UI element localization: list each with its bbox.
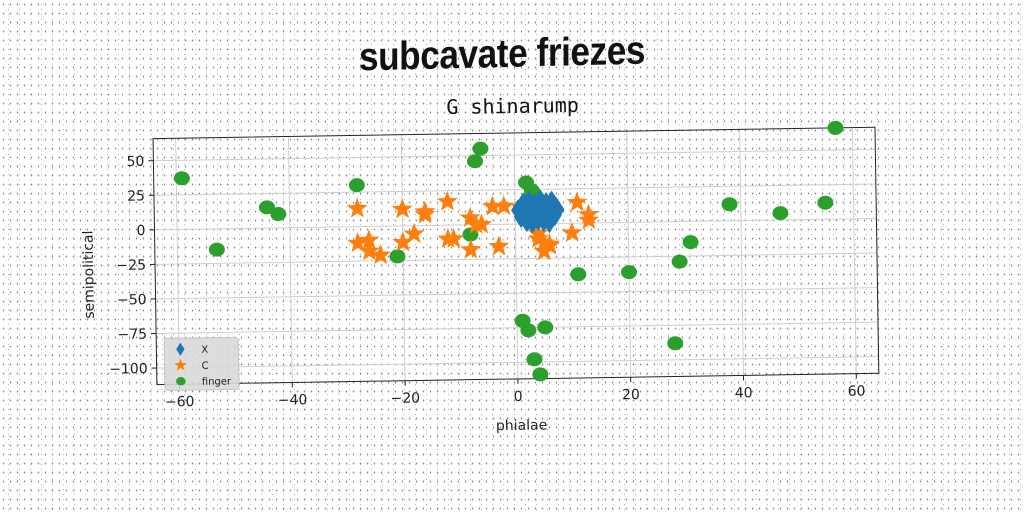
point-finger — [537, 320, 554, 335]
point-c — [482, 195, 504, 216]
point-finger — [389, 249, 406, 264]
x-gridline — [626, 131, 632, 378]
point-c — [391, 198, 413, 219]
point-finger — [462, 227, 479, 242]
x-tick-label: 20 — [622, 387, 640, 403]
legend-marker-finger — [176, 377, 186, 386]
point-finger — [258, 200, 275, 215]
gridlines — [153, 127, 879, 385]
point-finger — [520, 323, 537, 338]
y-gridline — [155, 252, 877, 265]
point-finger — [348, 178, 365, 193]
y-gridline — [156, 356, 879, 369]
point-c — [443, 227, 465, 248]
y-gridline — [155, 287, 878, 300]
y-gridline — [153, 148, 876, 162]
x-tick-label: 0 — [514, 389, 523, 405]
point-c — [460, 238, 482, 259]
point-c — [436, 190, 458, 211]
x-tick-label: −40 — [278, 392, 308, 408]
point-c — [533, 240, 555, 261]
point-finger — [621, 265, 638, 280]
point-c — [493, 195, 515, 216]
point-finger — [671, 254, 688, 269]
point-c — [527, 222, 549, 243]
point-finger — [532, 367, 549, 382]
legend-marker-x — [176, 342, 185, 356]
point-c — [358, 229, 380, 250]
y-tick-label: −75 — [117, 327, 147, 343]
x-gridline — [851, 127, 857, 374]
point-finger — [472, 141, 489, 156]
point-c — [488, 235, 510, 256]
point-c — [459, 206, 481, 227]
chart-subtitle: G shinarump — [446, 93, 579, 119]
y-tick-label: 25 — [127, 188, 145, 204]
point-finger — [526, 352, 543, 367]
legend-marker-c — [174, 358, 187, 371]
y-tick-label: −50 — [117, 292, 147, 308]
point-finger — [466, 154, 483, 169]
point-finger — [570, 267, 587, 282]
point-c — [539, 234, 561, 255]
point-c — [471, 213, 492, 234]
point-finger — [173, 171, 190, 186]
y-tick-label: 50 — [126, 154, 144, 170]
y-axis-label: semipolitical — [80, 230, 97, 318]
point-c — [370, 244, 391, 265]
x-gridline — [739, 129, 744, 376]
point-c — [403, 223, 425, 244]
axis-ticks: −60 −40 −20 0 20 40 60 50 25 0 −25 −50 −75 −100 — [109, 154, 866, 411]
point-c — [561, 221, 583, 242]
y-gridline — [154, 217, 877, 231]
x-tick-label: 40 — [735, 385, 753, 401]
point-x — [544, 190, 559, 213]
y-tick-label: −25 — [116, 258, 146, 274]
point-finger — [682, 235, 699, 250]
x-gridline — [513, 132, 519, 379]
y-tick-label: −100 — [109, 361, 148, 378]
x-tick-label: −60 — [165, 394, 195, 410]
point-finger — [827, 120, 844, 135]
point-finger — [270, 207, 287, 222]
y-tick-label: 0 — [136, 223, 145, 239]
point-c — [566, 191, 588, 212]
point-x — [525, 211, 540, 234]
legend-label-finger: finger — [202, 376, 232, 387]
point-c — [578, 203, 600, 224]
point-finger — [667, 336, 684, 351]
point-finger — [772, 206, 789, 221]
legend-label-c: C — [202, 361, 209, 372]
point-finger — [721, 197, 738, 212]
y-gridline — [153, 183, 876, 196]
legend-label-x: X — [201, 345, 208, 356]
point-c — [347, 232, 369, 253]
x-tick-label: 60 — [848, 383, 866, 399]
x-tick-label: −20 — [390, 390, 420, 406]
point-c — [414, 200, 436, 221]
point-x — [542, 211, 557, 234]
point-c — [346, 197, 368, 218]
data-points — [173, 120, 844, 382]
point-c — [392, 231, 414, 252]
y-gridline — [156, 321, 879, 334]
point-finger — [208, 242, 225, 257]
point-finger — [817, 195, 834, 210]
point-c — [358, 240, 380, 261]
x-gridline — [287, 136, 293, 383]
x-axis-label: phialae — [496, 417, 548, 434]
